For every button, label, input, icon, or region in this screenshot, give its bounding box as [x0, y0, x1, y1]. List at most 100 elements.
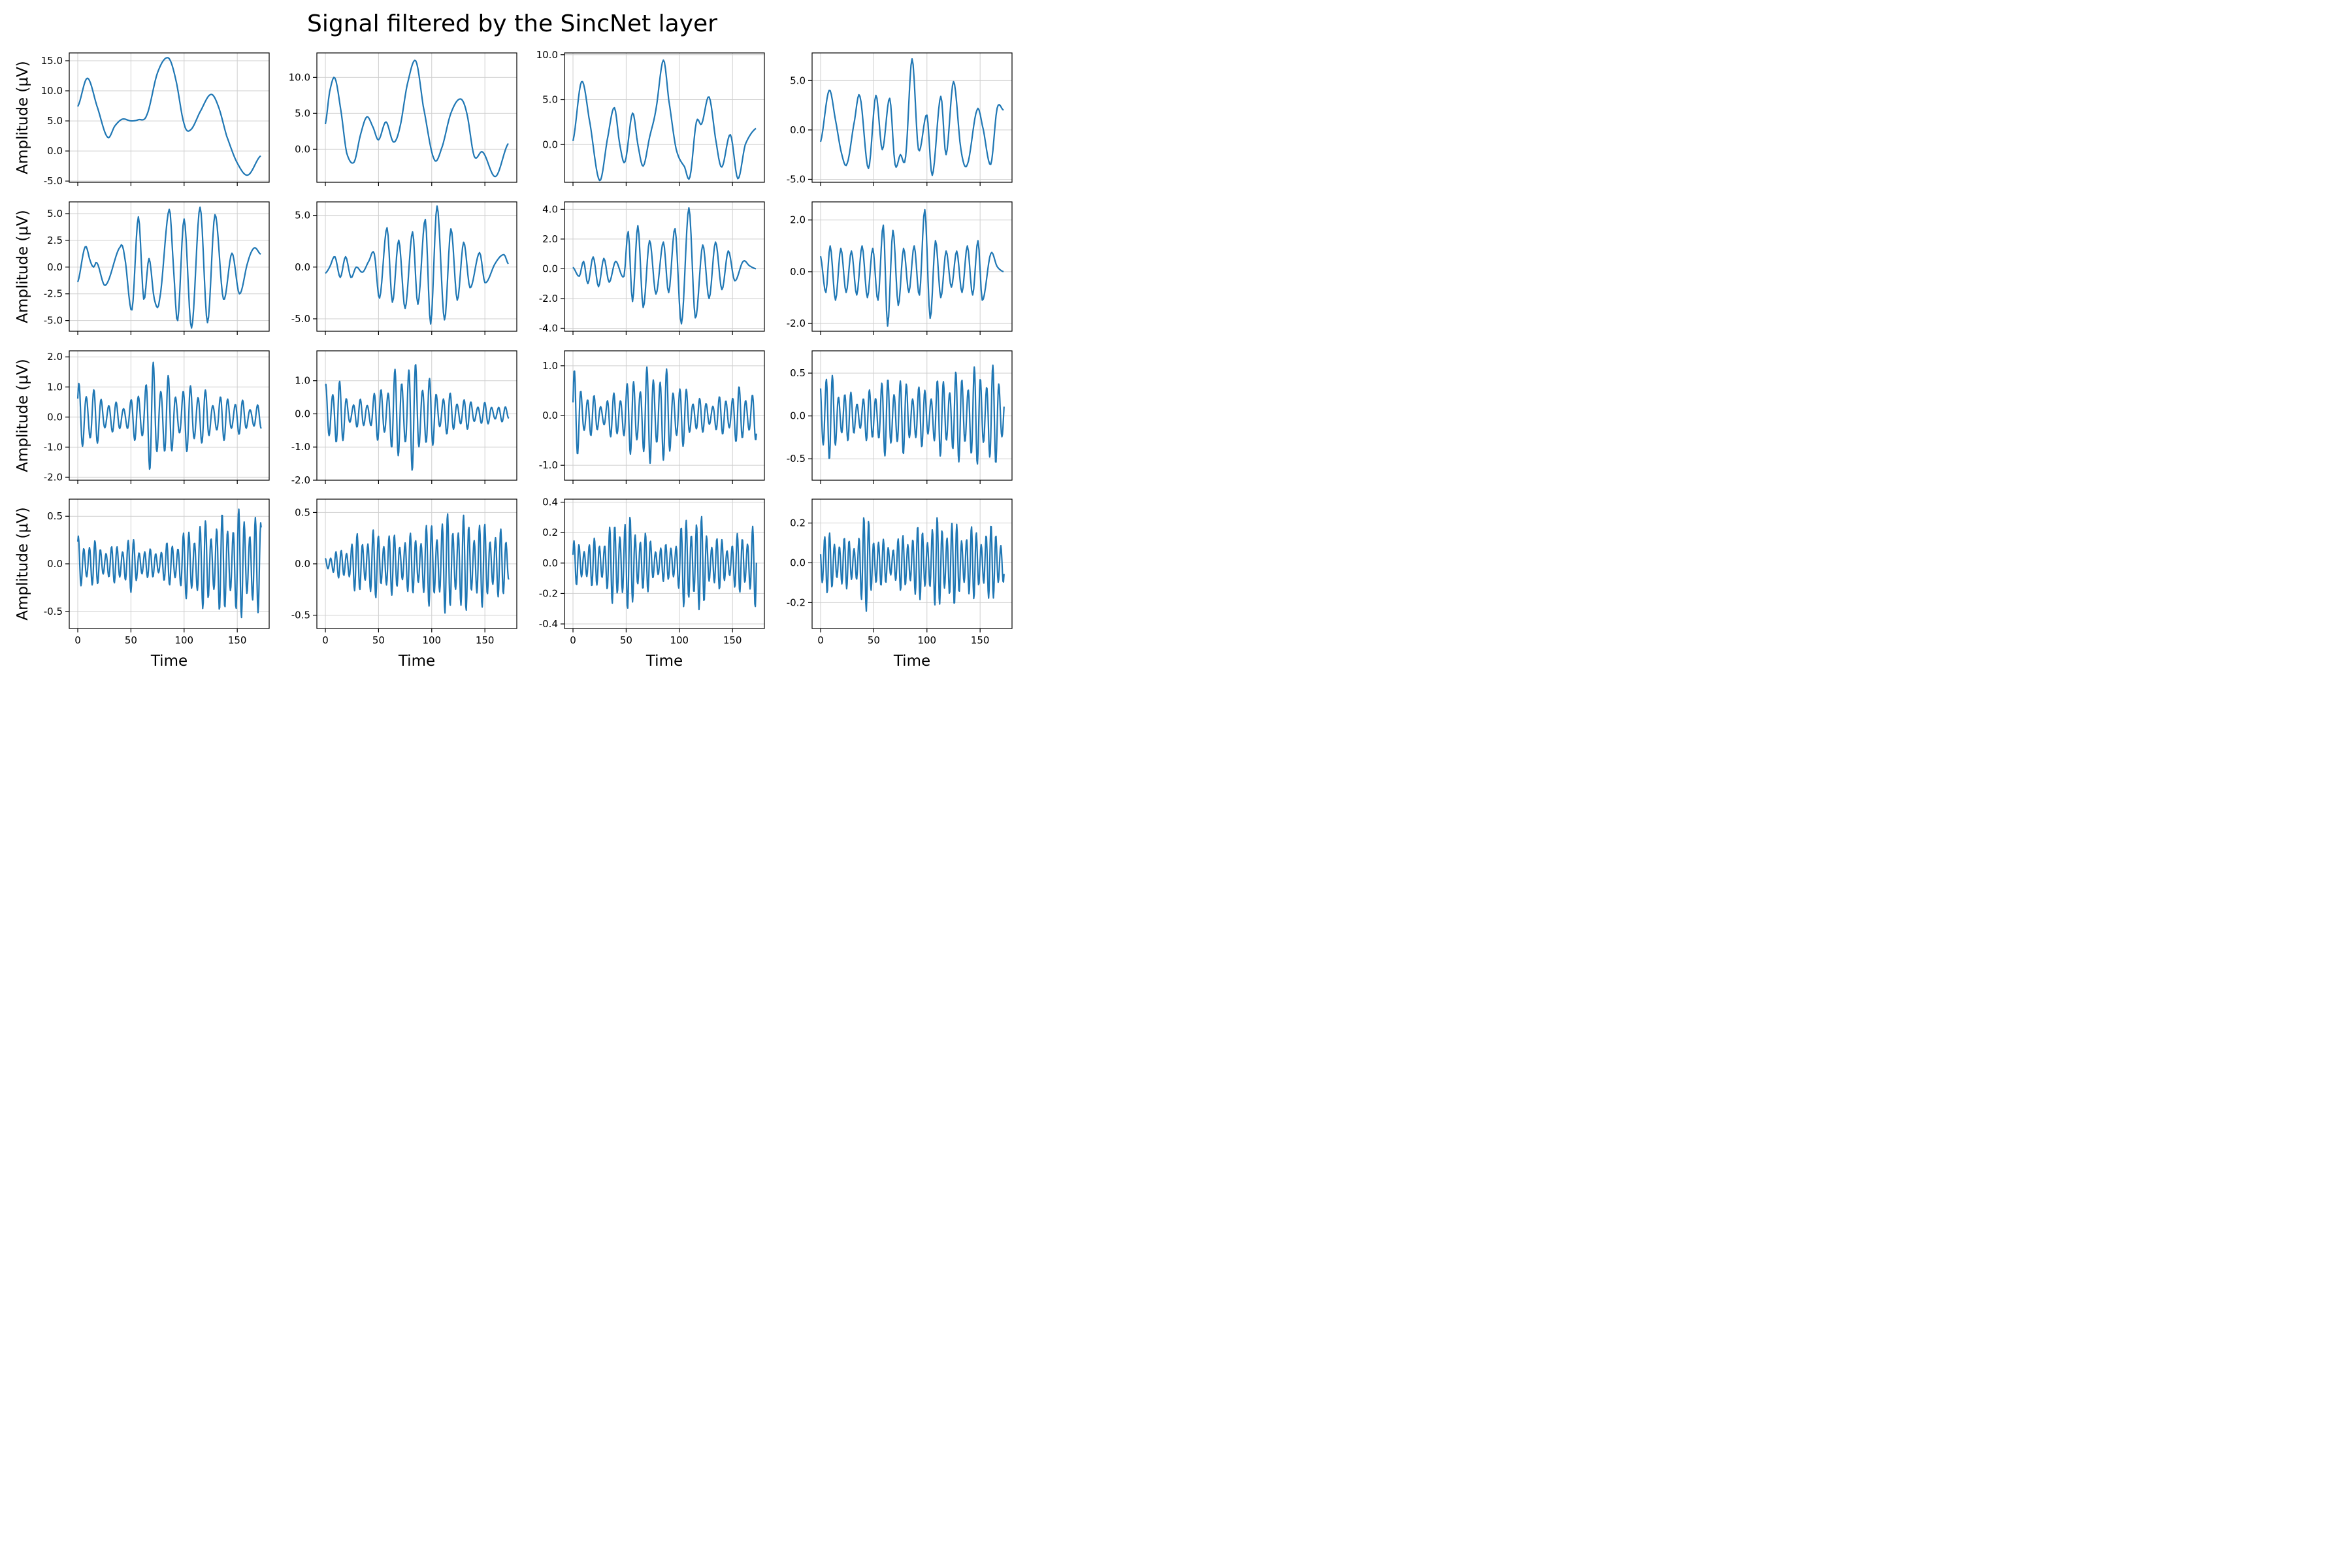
x-tick-label: 50 — [125, 634, 137, 646]
axes-frame — [811, 201, 1013, 332]
x-tick-label: 0 — [322, 634, 329, 646]
y-tick-label: 2.0 — [790, 214, 806, 226]
signal-line — [819, 208, 1004, 327]
subplot-r1-c3: -2.0 0.0 2.0 — [787, 201, 1013, 335]
y-tick-label: -5.0 — [44, 175, 63, 187]
subplot-grid: -5.0 0.0 5.0 10.0 15.0 Amplitude (μV) 0.0 5.0 10… — [14, 49, 1013, 670]
y-tick-label: 0.0 — [295, 143, 310, 155]
axes-frame — [564, 52, 765, 183]
x-tick-label: 150 — [723, 634, 742, 646]
signal-line — [572, 515, 757, 611]
y-tick-label: 2.5 — [47, 235, 63, 246]
y-tick-label: 0.0 — [790, 266, 806, 278]
y-axis-label: Amplitude (μV) — [14, 61, 31, 174]
subplot-r0-c1: 0.0 5.0 10.0 — [289, 52, 517, 186]
y-tick-label: -2.0 — [291, 474, 310, 486]
y-tick-label: -5.0 — [44, 315, 63, 327]
x-tick-label: 0 — [570, 634, 576, 646]
y-tick-label: -1.0 — [291, 441, 310, 453]
y-tick-label: 0.2 — [542, 527, 558, 538]
axes-frame — [564, 498, 765, 629]
y-tick-label: -5.0 — [787, 173, 806, 185]
axes-frame — [316, 201, 517, 332]
x-axis-label: Time — [893, 653, 930, 670]
x-tick-label: 100 — [917, 634, 936, 646]
x-tick-label: 50 — [868, 634, 880, 646]
signal-line — [572, 59, 757, 182]
signal-line — [819, 364, 1005, 465]
signal-line — [325, 205, 509, 325]
y-axis-label: Amplitude (μV) — [14, 507, 31, 621]
subplot-r2-c1: -2.0 -1.0 0.0 1.0 — [291, 350, 517, 486]
y-tick-label: 5.0 — [295, 107, 310, 119]
y-tick-label: 0.0 — [47, 558, 63, 570]
y-tick-label: 5.0 — [542, 94, 558, 106]
y-tick-label: 0.0 — [47, 411, 63, 423]
x-tick-label: 150 — [228, 634, 247, 646]
signal-line — [76, 508, 262, 619]
y-tick-label: -5.0 — [291, 313, 310, 325]
y-tick-label: -2.0 — [787, 318, 806, 329]
figure: Signal filtered by the SincNet layer -5.… — [14, 10, 1013, 670]
y-axis-label: Amplitude (μV) — [14, 210, 31, 323]
axes-frame — [69, 350, 270, 481]
x-axis-label: Time — [398, 653, 435, 670]
subplot-r0-c0: -5.0 0.0 5.0 10.0 15.0 Amplitude (μV) — [14, 52, 270, 187]
signal-line — [77, 57, 261, 176]
y-axis-label: Amplitude (μV) — [14, 359, 31, 472]
y-tick-label: 1.0 — [542, 360, 558, 372]
y-tick-label: 0.0 — [790, 557, 806, 568]
y-tick-label: 15.0 — [41, 55, 63, 67]
axes-frame — [69, 201, 270, 332]
signal-line — [572, 207, 757, 325]
y-tick-label: -1.0 — [44, 441, 63, 453]
signal-line — [572, 366, 757, 465]
y-tick-label: 0.0 — [542, 410, 558, 421]
y-tick-label: 0.5 — [790, 367, 806, 379]
y-tick-label: -0.5 — [291, 610, 310, 621]
subplot-r3-c0: 0 50 100 150 -0.5 0.0 0.5 Time Amplitude (μV) — [14, 498, 270, 670]
subplot-r3-c1: 0 50 100 150 -0.5 0.0 0.5 Time — [291, 498, 517, 670]
y-tick-label: -2.0 — [44, 471, 63, 483]
y-tick-label: 0.0 — [790, 124, 806, 136]
y-tick-label: 10.0 — [289, 71, 310, 83]
y-tick-label: 0.0 — [295, 261, 310, 273]
y-tick-label: -0.4 — [539, 618, 558, 630]
x-tick-label: 0 — [74, 634, 81, 646]
y-tick-label: 5.0 — [295, 210, 310, 221]
y-tick-label: -0.5 — [787, 453, 806, 465]
y-tick-label: 0.0 — [295, 558, 310, 570]
axes-frame — [316, 52, 517, 183]
signal-line — [324, 59, 509, 178]
signal-line — [76, 361, 262, 470]
signal-line — [819, 517, 1005, 612]
y-tick-label: 0.5 — [47, 510, 63, 522]
y-tick-label: -2.5 — [44, 288, 63, 300]
axes-frame — [564, 201, 765, 332]
y-tick-label: 4.0 — [542, 203, 558, 215]
y-tick-label: 0.4 — [542, 497, 558, 508]
subplot-r0-c2: 0.0 5.0 10.0 — [536, 49, 765, 186]
x-tick-label: 0 — [817, 634, 824, 646]
subplot-r2-c2: -1.0 0.0 1.0 — [539, 350, 765, 484]
signal-line — [325, 364, 510, 471]
y-tick-label: 0.0 — [47, 145, 63, 157]
y-tick-label: 0.0 — [542, 263, 558, 274]
y-tick-label: 10.0 — [41, 85, 63, 97]
y-tick-label: -0.2 — [787, 596, 806, 608]
x-tick-label: 100 — [174, 634, 193, 646]
y-tick-label: 0.0 — [47, 261, 63, 273]
y-tick-label: 10.0 — [536, 49, 558, 61]
signal-line — [76, 206, 261, 329]
y-tick-label: -2.0 — [539, 293, 558, 304]
y-tick-label: 2.0 — [47, 351, 63, 363]
y-tick-label: 0.0 — [790, 410, 806, 422]
y-tick-label: -1.0 — [539, 459, 558, 471]
subplot-r1-c0: -5.0 -2.5 0.0 2.5 5.0 Amplitude (μV) — [14, 201, 270, 335]
y-tick-label: 0.5 — [295, 506, 310, 518]
subplot-r3-c2: 0 50 100 150 -0.4 -0.2 0.0 0.2 0.4 Time — [539, 497, 765, 670]
y-tick-label: 0.0 — [542, 139, 558, 150]
y-tick-label: 5.0 — [47, 208, 63, 220]
subplot-r0-c3: -5.0 0.0 5.0 — [787, 52, 1013, 186]
y-tick-label: 1.0 — [47, 381, 63, 393]
